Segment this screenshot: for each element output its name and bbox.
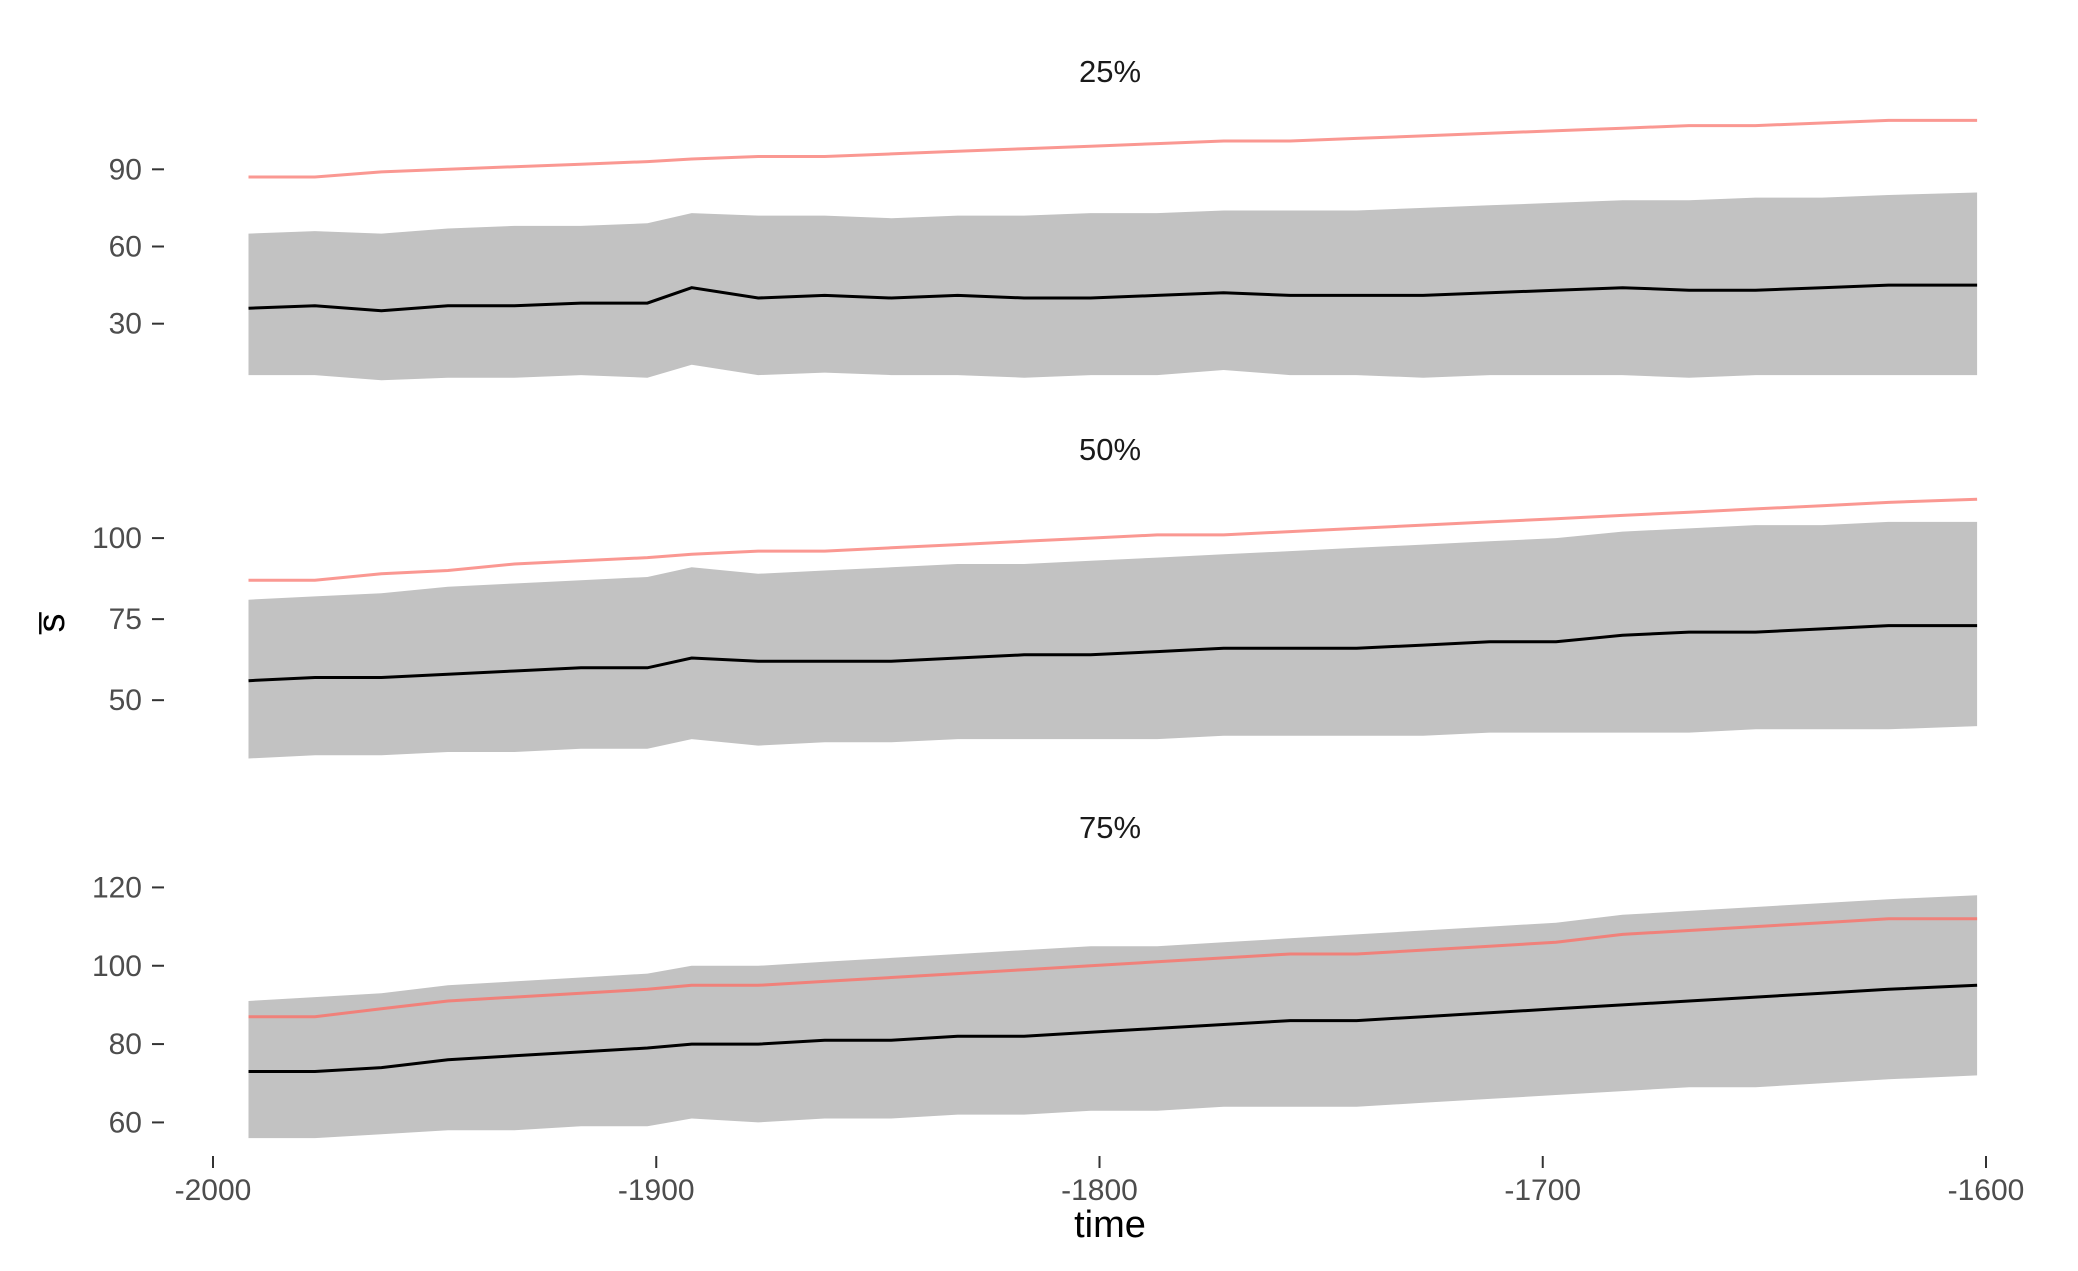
panel-title: 50% <box>1079 432 1141 467</box>
x-axis: -2000 -1900 -1800 -1700 -1600 <box>175 1156 2025 1207</box>
x-tick-label: -1600 <box>1948 1174 2025 1207</box>
y-tick-label: 90 <box>109 153 142 186</box>
y-tick-label: 100 <box>92 522 142 555</box>
panel-title: 25% <box>1079 54 1141 89</box>
x-tick-label: -1900 <box>618 1174 695 1207</box>
ribbon-band <box>248 192 1978 381</box>
y-tick-label: 50 <box>109 684 142 717</box>
x-tick-label: -2000 <box>175 1174 252 1207</box>
x-tick-label: -1700 <box>1504 1174 1581 1207</box>
y-tick-label: 30 <box>109 308 142 341</box>
y-tick-label: 75 <box>109 603 142 636</box>
y-tick-label: 60 <box>109 231 142 264</box>
y-axis-title: s̅ <box>31 611 73 635</box>
facet-panels: 25% 30 60 90 50% 50 75 100 75% 60 80 100 120 <box>92 54 1978 1139</box>
y-tick-label: 80 <box>109 1028 142 1061</box>
y-tick-label: 120 <box>92 871 142 904</box>
ribbon-band <box>248 895 1978 1139</box>
panel-3: 75% 60 80 100 120 <box>92 810 1978 1139</box>
reference-line <box>248 917 1978 1019</box>
y-tick-label: 100 <box>92 950 142 983</box>
reference-line <box>248 497 1978 582</box>
panel-2: 50% 50 75 100 <box>92 432 1978 759</box>
y-tick-label: 60 <box>109 1106 142 1139</box>
x-axis-title: time <box>1074 1204 1146 1246</box>
panel-1: 25% 30 60 90 <box>109 54 1978 381</box>
reference-line <box>248 118 1978 179</box>
mean-line <box>248 624 1978 683</box>
mean-line <box>248 983 1978 1073</box>
ribbon-band <box>248 521 1978 759</box>
x-tick-label: -1800 <box>1061 1174 1138 1207</box>
panel-title: 75% <box>1079 810 1141 845</box>
mean-line <box>248 283 1978 313</box>
